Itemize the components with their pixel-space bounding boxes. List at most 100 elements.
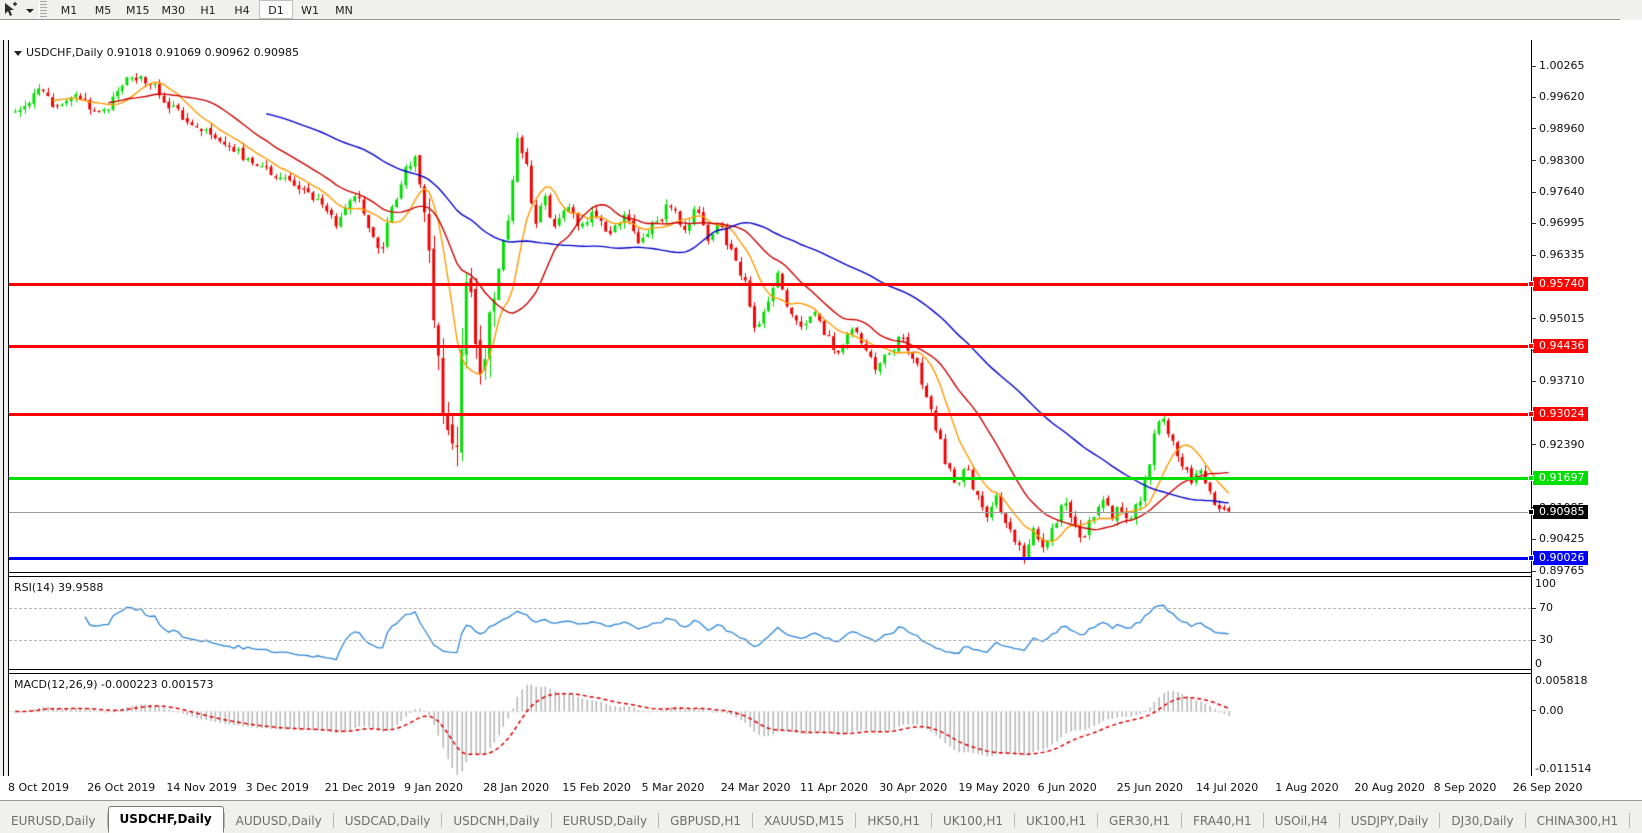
price-tick: 0.92390	[1532, 438, 1585, 451]
tab-separator	[855, 813, 857, 828]
chart-tab-usdjpy-daily[interactable]: USDJPY,Daily	[1350, 814, 1429, 828]
level-line-resistance-1[interactable]	[9, 282, 1531, 286]
time-tick: 24 Mar 2020	[720, 781, 791, 794]
timeframe-h1[interactable]: H1	[200, 4, 216, 17]
price-label-support-green[interactable]: 0.91697	[1528, 471, 1588, 486]
time-tick: 21 Dec 2019	[324, 781, 396, 794]
price-tick: 0.96335	[1532, 249, 1585, 261]
tab-separator	[1524, 813, 1526, 828]
price-tick: 0.90425	[1532, 533, 1585, 545]
timeframe-w1[interactable]: W1	[301, 4, 319, 17]
chart-area: USDCHF,Daily 0.91018 0.91069 0.90962 0.9…	[0, 20, 1642, 796]
tab-separator	[658, 813, 660, 828]
chart-tab-xauusd-m15[interactable]: XAUUSD,M15	[764, 814, 845, 828]
chart-tab-fra40-h1[interactable]: FRA40,H1	[1192, 814, 1252, 828]
timeframe-h4[interactable]: H4	[234, 4, 250, 17]
time-tick: 11 Apr 2020	[800, 781, 869, 794]
candlestick-canvas[interactable]	[9, 40, 1531, 573]
tab-separator	[930, 813, 932, 828]
rsi-canvas[interactable]	[9, 577, 1531, 669]
chart-tab-usoil-h4[interactable]: USOil,H4	[1274, 814, 1328, 828]
price-pane[interactable]	[9, 40, 1531, 573]
macd-canvas[interactable]	[9, 674, 1531, 776]
chart-tab-audusd-daily[interactable]: AUDUSD,Daily	[235, 814, 322, 828]
chart-tab-gbpusd-h1[interactable]: GBPUSD,H1	[670, 814, 742, 828]
price-label-support-blue[interactable]: 0.90026	[1528, 551, 1588, 566]
rsi-legend: RSI(14) 39.9588	[14, 581, 104, 594]
rsi-tick: 30	[1532, 634, 1553, 646]
price-tick: 1.00265	[1532, 60, 1585, 72]
time-tick: 9 Jan 2020	[404, 781, 463, 794]
time-tick: 3 Dec 2019	[245, 781, 309, 794]
time-tick: 26 Sep 2020	[1512, 781, 1583, 794]
chart-tab-hk50-h1[interactable]: HK50,H1	[867, 814, 920, 828]
chart-left-gutter	[0, 40, 9, 796]
level-line-support-blue[interactable]	[9, 557, 1531, 561]
window-scroll-nub[interactable]	[1620, 0, 1642, 20]
timeframe-mn[interactable]: MN	[335, 4, 353, 17]
timeframe-m1[interactable]: M1	[60, 4, 78, 17]
time-tick: 28 Jan 2020	[483, 781, 550, 794]
timeframe-m5[interactable]: M5	[94, 4, 112, 17]
chart-tab-usdcad-daily[interactable]: USDCAD,Daily	[344, 814, 431, 828]
level-line-resistance-2[interactable]	[9, 345, 1531, 349]
rsi-tick: 100	[1535, 577, 1556, 590]
chart-tab-usdchf-daily[interactable]: USDCHF,Daily	[107, 806, 224, 833]
tab-separator	[441, 813, 443, 828]
chart-tab-china300-h1[interactable]: CHINA300,H1	[1536, 814, 1619, 828]
rsi-axis[interactable]: 100 70 30 0	[1531, 576, 1642, 673]
time-tick: 19 May 2020	[958, 781, 1031, 794]
chart-tab-eurusd-daily[interactable]: EURUSD,Daily	[11, 814, 96, 828]
time-tick: 30 Apr 2020	[879, 781, 948, 794]
price-label-resistance-1[interactable]: 0.95740	[1528, 276, 1588, 291]
timeframe-group: M1 M5 M15 M30 H1 H4 D1 W1 MN	[52, 0, 361, 19]
macd-axis[interactable]: 0.005818 0.00 -0.011514	[1531, 673, 1642, 776]
price-tick: 0.95015	[1532, 312, 1585, 325]
price-tick: 0.98960	[1532, 122, 1585, 135]
chart-tab-usdcnh-daily[interactable]: USDCNH,Daily	[453, 814, 540, 828]
macd-pane[interactable]	[9, 673, 1531, 776]
chart-tab-uk100-h1[interactable]: UK100,H1	[942, 814, 1003, 828]
timeframe-d1[interactable]: D1	[259, 0, 293, 19]
time-tick: 1 Aug 2020	[1275, 781, 1339, 794]
top-toolbar: M1 M5 M15 M30 H1 H4 D1 W1 MN	[0, 0, 1642, 20]
time-tick: 26 Oct 2019	[87, 781, 156, 794]
level-line-current-price[interactable]	[9, 512, 1531, 514]
price-label-resistance-3[interactable]: 0.93024	[1528, 407, 1588, 422]
macd-legend: MACD(12,26,9) -0.000223 0.001573	[14, 678, 214, 691]
toolbar-grip[interactable]	[39, 1, 47, 18]
price-tick: 0.93710	[1532, 375, 1585, 387]
price-label-current-price[interactable]: 0.90985	[1528, 505, 1588, 520]
time-tick: 8 Oct 2019	[8, 781, 70, 794]
time-tick: 15 Feb 2020	[562, 781, 631, 794]
price-tick: 0.98300	[1532, 154, 1585, 167]
chart-tab-dj30-daily[interactable]: DJ30,Daily	[1451, 814, 1514, 828]
level-line-resistance-3[interactable]	[9, 413, 1531, 417]
timeframe-m30[interactable]: M30	[161, 4, 186, 17]
tab-separator	[1097, 813, 1099, 828]
chart-tab-usoil-h[interactable]: USOil,H	[1630, 809, 1642, 833]
macd-tick: 0.00	[1532, 704, 1564, 717]
timeframe-m15[interactable]: M15	[126, 4, 150, 17]
chart-tab-ger30-h1[interactable]: GER30,H1	[1109, 814, 1170, 828]
price-label-resistance-2[interactable]: 0.94436	[1528, 339, 1588, 354]
time-tick: 6 Jun 2020	[1037, 781, 1097, 794]
tab-separator	[332, 813, 334, 828]
chart-tab-bar: EURUSD,Daily USDCHF,Daily AUDUSD,Daily USDC…	[0, 800, 1642, 833]
price-axis[interactable]: 1.00265 0.99620 0.98960 0.98300 0.97640 0.969…	[1528, 40, 1642, 577]
price-tick: 0.99620	[1532, 91, 1585, 103]
chart-tab-eurusd-daily[interactable]: EURUSD,Daily	[562, 814, 648, 828]
chart-tab-uk100-h1[interactable]: UK100,H1	[1025, 814, 1087, 828]
rsi-tick: 0	[1535, 657, 1542, 670]
rsi-guide-70	[9, 608, 1531, 609]
tab-separator	[106, 813, 108, 828]
collapse-triangle-icon[interactable]	[14, 50, 22, 56]
level-line-support-green[interactable]	[9, 477, 1531, 481]
tab-separator	[1180, 813, 1182, 828]
crosshair-cursor-icon[interactable]	[2, 1, 24, 19]
rsi-guide-30	[9, 640, 1531, 641]
cursor-dropdown-icon[interactable]	[24, 1, 36, 19]
time-axis[interactable]: 8 Oct 2019 26 Oct 2019 14 Nov 2019 3 Dec 20…	[0, 776, 1642, 800]
price-tick: 0.96995	[1532, 217, 1585, 229]
rsi-pane[interactable]	[9, 576, 1531, 670]
